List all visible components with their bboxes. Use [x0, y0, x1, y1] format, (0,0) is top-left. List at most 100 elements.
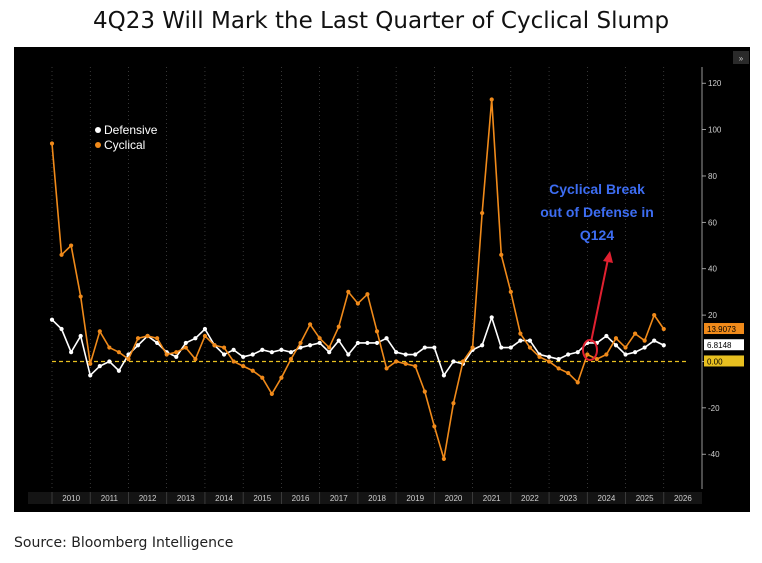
data-point-cyclical — [460, 359, 466, 364]
x-tick-label: 2026 — [674, 494, 692, 503]
last-value-cyclical: 13.9073 — [707, 325, 736, 334]
data-point-defensive — [441, 373, 447, 378]
data-point-cyclical — [327, 345, 332, 350]
source-note: Source: Bloomberg Intelligence — [14, 535, 234, 551]
data-point-cyclical — [174, 350, 179, 355]
data-point-defensive — [336, 338, 341, 343]
x-tick-label: 2012 — [139, 494, 157, 503]
data-point-defensive — [642, 345, 647, 350]
data-point-cyclical — [470, 345, 475, 350]
x-tick-label: 2024 — [598, 494, 616, 503]
data-point-defensive — [221, 352, 227, 357]
data-point-cyclical — [116, 350, 122, 355]
data-point-cyclical — [241, 364, 246, 369]
data-point-cyclical — [537, 354, 542, 359]
data-point-cyclical — [518, 331, 523, 336]
data-point-cyclical — [107, 345, 112, 350]
data-point-cyclical — [432, 424, 437, 429]
y-tick-label: 80 — [708, 172, 717, 181]
data-point-cyclical — [623, 345, 628, 350]
data-point-defensive — [508, 345, 513, 350]
x-tick-label: 2022 — [521, 494, 539, 503]
x-tick-label: 2019 — [406, 494, 424, 503]
last-value-defensive-box — [704, 339, 744, 351]
series-group — [49, 97, 666, 461]
data-point-cyclical — [59, 252, 64, 257]
x-tick-label: 2018 — [368, 494, 386, 503]
x-tick-label: 2025 — [636, 494, 654, 503]
highlight-circle — [582, 339, 598, 361]
data-point-cyclical — [365, 292, 370, 297]
legend-label-cyclical: Cyclical — [104, 138, 145, 152]
y-tick-label: -40 — [708, 450, 720, 459]
data-point-cyclical — [422, 389, 427, 394]
data-point-defensive — [135, 343, 141, 348]
data-point-defensive — [307, 343, 313, 348]
data-point-defensive — [269, 350, 274, 355]
annotation-line-3: Q124 — [580, 227, 614, 243]
data-point-cyclical — [451, 401, 456, 406]
data-point-cyclical — [78, 294, 83, 299]
data-point-defensive — [279, 347, 284, 352]
data-point-defensive — [202, 326, 208, 332]
data-point-defensive — [59, 326, 64, 332]
data-point-defensive — [546, 354, 552, 359]
data-point-cyclical — [298, 340, 303, 346]
corner-button[interactable] — [733, 51, 749, 64]
data-point-defensive — [155, 340, 160, 346]
data-point-cyclical — [193, 357, 198, 362]
data-point-cyclical — [566, 370, 571, 376]
data-point-defensive — [97, 364, 102, 369]
data-point-defensive — [527, 338, 533, 343]
data-point-cyclical — [346, 289, 351, 295]
legend-marker-defensive — [95, 127, 101, 133]
data-point-cyclical — [508, 289, 513, 295]
data-point-cyclical — [135, 336, 141, 341]
data-point-defensive — [298, 345, 303, 350]
x-tick-label: 2010 — [62, 494, 80, 503]
y-tick-label: 40 — [708, 265, 717, 274]
data-point-cyclical — [499, 252, 504, 257]
data-point-cyclical — [307, 322, 313, 327]
data-point-cyclical — [480, 210, 485, 216]
annotation-arrow-shaft — [590, 258, 609, 343]
data-point-cyclical — [145, 333, 150, 339]
data-point-defensive — [327, 350, 332, 355]
data-point-defensive — [69, 350, 74, 355]
data-point-cyclical — [556, 366, 561, 371]
y-tick-label: -20 — [708, 404, 720, 413]
data-point-defensive — [116, 368, 122, 373]
x-tick-label: 2023 — [559, 494, 577, 503]
data-point-defensive — [518, 338, 523, 343]
data-point-cyclical — [355, 301, 360, 306]
data-point-defensive — [355, 340, 360, 346]
data-point-cyclical — [384, 366, 389, 371]
data-point-defensive — [566, 352, 571, 357]
data-point-cyclical — [183, 345, 188, 350]
data-point-defensive — [480, 343, 485, 348]
data-point-defensive — [432, 345, 437, 350]
data-point-defensive — [317, 340, 322, 346]
data-point-defensive — [384, 336, 389, 341]
data-point-cyclical — [49, 141, 55, 146]
data-point-cyclical — [317, 336, 322, 341]
data-point-cyclical — [231, 359, 236, 364]
data-point-cyclical — [632, 331, 638, 336]
axes: 2010 2011 2012 2013 2014 2015 2016 2017 2018 2019… — [28, 67, 722, 504]
data-point-defensive — [241, 354, 246, 359]
data-point-defensive — [346, 352, 351, 357]
data-point-defensive — [231, 347, 236, 352]
x-tick-label: 2016 — [292, 494, 310, 503]
annotation-line-2: out of Defense in — [540, 204, 654, 220]
data-point-cyclical — [288, 357, 294, 362]
data-point-cyclical — [594, 357, 599, 362]
data-point-cyclical — [336, 324, 341, 329]
y-tick-label: 60 — [708, 218, 717, 227]
x-tick-label: 2021 — [483, 494, 501, 503]
data-point-cyclical — [250, 368, 255, 373]
data-point-defensive — [489, 315, 494, 320]
data-point-defensive — [288, 350, 294, 355]
data-point-defensive — [174, 354, 179, 359]
data-point-defensive — [403, 352, 408, 357]
data-point-defensive — [613, 343, 619, 348]
